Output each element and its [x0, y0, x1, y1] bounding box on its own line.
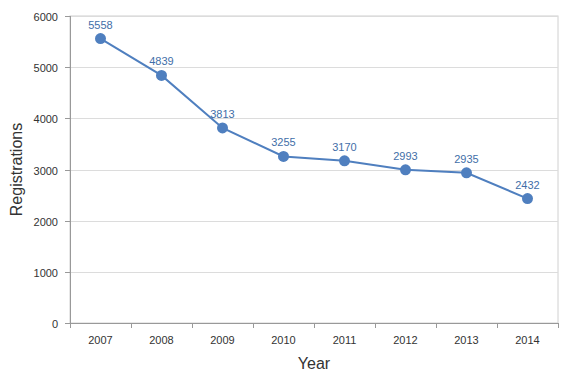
- y-axis: [70, 16, 71, 323]
- data-label: 4839: [149, 55, 173, 67]
- x-tick: [253, 323, 254, 328]
- x-tick-label: 2010: [271, 334, 295, 346]
- data-label: 3813: [210, 108, 234, 120]
- point-marker: [217, 122, 228, 133]
- x-tick: [375, 323, 376, 328]
- chart-svg: 0 1000 2000 3000 4000 5000 6000 2007 2008 2009 201…: [0, 0, 570, 380]
- series-line: [101, 39, 528, 199]
- y-tick-label: 2000: [34, 216, 58, 228]
- x-tick: [436, 323, 437, 328]
- data-label: 3170: [332, 141, 356, 153]
- point-marker: [400, 164, 411, 175]
- x-tick-label: 2013: [454, 334, 478, 346]
- point-marker: [278, 151, 289, 162]
- x-tick: [131, 323, 132, 328]
- grid-line: [70, 170, 558, 171]
- y-tick-label: 4000: [34, 113, 58, 125]
- data-label: 3255: [271, 136, 295, 148]
- x-tick-label: 2009: [210, 334, 234, 346]
- x-tick: [192, 323, 193, 328]
- y-tick: [65, 170, 70, 171]
- point-marker: [95, 33, 106, 44]
- y-tick: [65, 272, 70, 273]
- point-marker: [522, 193, 533, 204]
- grid-line: [70, 118, 558, 119]
- grid-line: [70, 221, 558, 222]
- chart-root: 0 1000 2000 3000 4000 5000 6000 2007 2008 2009 201…: [0, 0, 570, 380]
- x-tick: [314, 323, 315, 328]
- x-tick-label: 2011: [333, 334, 357, 346]
- grid-line: [70, 272, 558, 273]
- y-tick: [65, 16, 70, 17]
- data-label: 2993: [393, 150, 417, 162]
- y-tick-label: 1000: [34, 267, 58, 279]
- y-tick-label: 5000: [34, 62, 58, 74]
- y-axis-title: Registrations: [8, 123, 25, 216]
- data-label: 5558: [88, 19, 112, 31]
- grid-line: [70, 67, 558, 68]
- x-tick-label: 2012: [393, 334, 417, 346]
- x-tick: [497, 323, 498, 328]
- y-tick-label: 3000: [34, 165, 58, 177]
- series-group: [95, 33, 533, 204]
- x-tick-label: 2014: [515, 334, 539, 346]
- point-marker: [339, 155, 350, 166]
- y-tick: [65, 67, 70, 68]
- point-marker: [461, 167, 472, 178]
- y-tick: [65, 221, 70, 222]
- data-label: 2432: [515, 179, 539, 191]
- y-tick: [65, 323, 70, 324]
- y-tick-label: 0: [52, 318, 58, 330]
- x-tick: [558, 323, 559, 328]
- x-tick-label: 2007: [88, 334, 112, 346]
- grid-line: [70, 16, 558, 17]
- x-tick: [70, 323, 71, 328]
- y-tick-label: 6000: [34, 11, 58, 23]
- plot-frame: [70, 16, 558, 323]
- x-axis-title: Year: [298, 355, 331, 372]
- data-label: 2935: [454, 153, 478, 165]
- y-tick: [65, 118, 70, 119]
- point-marker: [156, 70, 167, 81]
- x-tick-label: 2008: [149, 334, 173, 346]
